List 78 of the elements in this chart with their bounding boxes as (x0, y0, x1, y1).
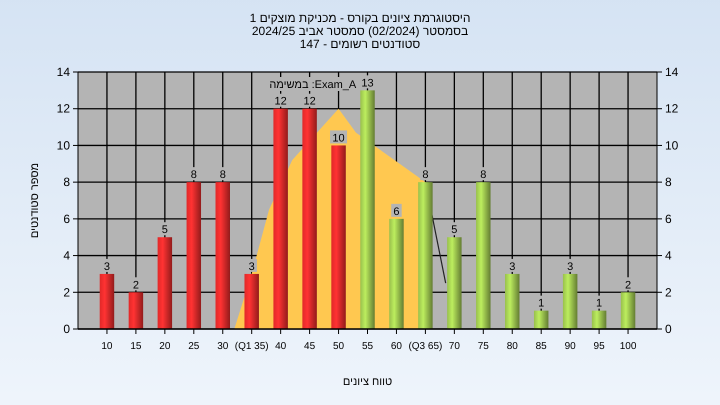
x-tick-label: 60 (390, 341, 402, 352)
data-label: 3 (248, 260, 255, 273)
y2-tick-label: 2 (665, 285, 672, 300)
bar (447, 237, 462, 329)
x-tick-label: 80 (506, 341, 518, 352)
y-tick-label: 10 (56, 138, 70, 152)
x-tick-label: (Q3 65) (408, 341, 442, 352)
bar (476, 182, 491, 329)
x-tick-label: 100 (620, 341, 637, 352)
y2-tick-label: 8 (665, 175, 672, 190)
bar (216, 182, 230, 329)
y-tick-label: 2 (63, 285, 70, 300)
bar (186, 182, 202, 329)
y-tick-label: 0 (63, 322, 70, 336)
y2-tick-label: 4 (665, 248, 672, 263)
data-label: 3 (567, 260, 574, 273)
bar (331, 145, 346, 329)
bar (562, 274, 578, 329)
data-label: 8 (480, 169, 486, 182)
x-tick-label: (Q1 35) (234, 341, 269, 352)
annotation: במשימה :Exam_A (269, 79, 357, 91)
bar (534, 310, 548, 329)
y2-tick-label: 14 (665, 65, 679, 79)
data-label: 1 (596, 298, 602, 310)
data-label: 5 (451, 224, 458, 236)
x-tick-label: 10 (101, 341, 113, 352)
y2-tick-label: 12 (665, 102, 679, 116)
bar (505, 274, 520, 329)
bar (592, 310, 606, 329)
data-label: 8 (422, 169, 428, 182)
bar (418, 182, 433, 329)
x-tick-label: 90 (564, 341, 576, 352)
bar (389, 218, 404, 329)
x-tick-label: 45 (304, 341, 316, 352)
x-tick-label: 50 (332, 341, 345, 352)
bar (620, 292, 636, 329)
data-label: 1 (538, 298, 544, 310)
data-label: 8 (190, 169, 197, 182)
x-tick-label: 70 (448, 341, 460, 352)
data-label: 12 (303, 96, 316, 108)
data-label: 3 (104, 260, 110, 273)
y2-tick-label: 0 (665, 322, 672, 336)
bar (100, 274, 114, 329)
x-tick-label: 75 (478, 341, 490, 352)
data-label: 8 (220, 169, 226, 182)
x-tick-label: 25 (188, 341, 200, 352)
data-label: 5 (162, 224, 168, 236)
data-label: 3 (509, 260, 516, 273)
x-tick-label: 40 (275, 341, 287, 352)
data-label: 6 (393, 206, 400, 218)
x-tick-label: 15 (130, 341, 142, 352)
data-label: 2 (132, 279, 139, 292)
y-tick-label: 6 (63, 212, 70, 226)
y2-tick-label: 10 (665, 138, 679, 152)
bar (128, 292, 144, 329)
x-tick-label: 20 (159, 341, 171, 352)
x-axis-title: טווח ציונים (342, 376, 392, 388)
chart-subtitle: בסמסטר (02/2024) סמסטר אביב 2024/25 סטודנטים רשומים - 147 (252, 24, 468, 51)
bar (273, 108, 288, 329)
y-tick-label: 12 (56, 102, 70, 116)
data-label: 13 (361, 77, 374, 90)
x-tick-label: 55 (362, 341, 374, 352)
y-tick-label: 8 (63, 175, 70, 190)
y-tick-label: 4 (63, 248, 70, 263)
y-axis-title: מספר סטודנטים (29, 162, 41, 238)
bar (360, 90, 375, 329)
y2-tick-label: 6 (665, 212, 672, 226)
x-tick-label: 95 (594, 341, 606, 352)
bar (302, 108, 317, 329)
data-label: 2 (624, 279, 632, 292)
data-label: 12 (274, 96, 287, 108)
bar (158, 237, 172, 329)
chart-title: היסטוגרמת ציונים בקורס - מכניקת מוצקים 1 (250, 11, 470, 25)
y-tick-label: 14 (56, 65, 70, 79)
data-label: 10 (332, 132, 345, 144)
bar (244, 274, 259, 329)
x-tick-label: 30 (217, 341, 229, 352)
x-tick-label: 85 (536, 341, 548, 352)
